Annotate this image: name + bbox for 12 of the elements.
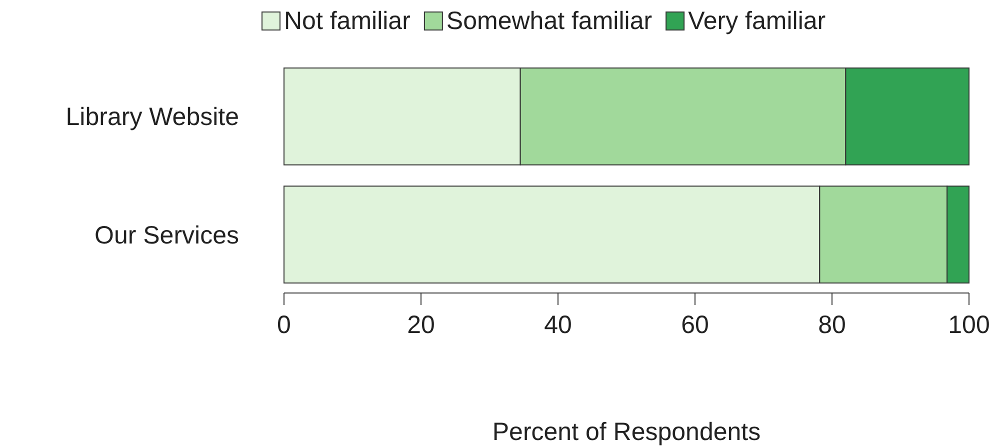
legend-label: Not familiar [284, 7, 410, 35]
x-tick-label: 40 [544, 310, 572, 339]
y-tick-label: Library Website [66, 103, 239, 132]
x-tick-label: 60 [681, 310, 709, 339]
x-tick-label: 20 [407, 310, 435, 339]
x-axis-title: Percent of Respondents [492, 418, 761, 446]
legend-label: Somewhat familiar [446, 7, 652, 35]
x-tick-label: 100 [948, 310, 990, 339]
y-tick-label: Our Services [94, 221, 239, 250]
x-tick-label: 80 [818, 310, 846, 339]
legend-label: Very familiar [688, 7, 826, 35]
x-tick-label: 0 [277, 310, 291, 339]
